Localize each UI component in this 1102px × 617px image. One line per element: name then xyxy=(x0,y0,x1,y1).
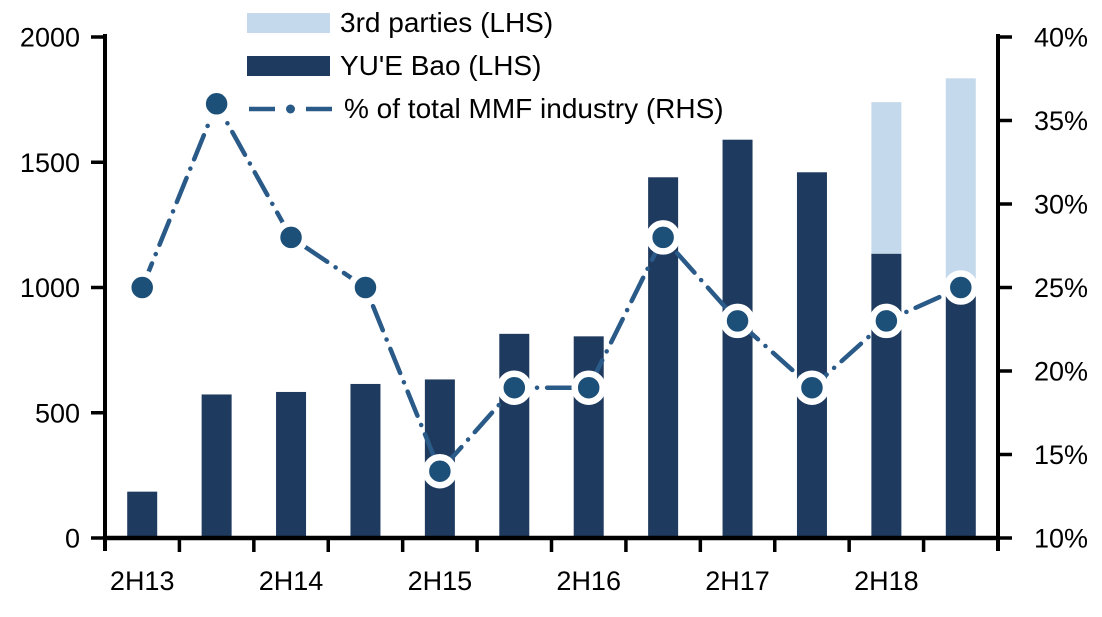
y-right-tick-label: 35% xyxy=(1034,106,1088,136)
bars-group xyxy=(127,78,976,538)
legend-swatch-3rd-parties-icon xyxy=(247,12,330,33)
line-marker xyxy=(794,370,830,405)
y-left-tick-label: 2000 xyxy=(20,23,80,53)
y-left-tick-label: 500 xyxy=(35,398,80,428)
x-tick-label: 2H15 xyxy=(408,566,473,596)
y-right-tick-label: 10% xyxy=(1034,524,1088,554)
x-tick-label: 2H18 xyxy=(854,566,919,596)
chart-legend: 3rd parties (LHS) YU'E Bao (LHS) % of to… xyxy=(247,1,724,130)
y-left-tick-label: 0 xyxy=(65,524,80,554)
axis-labels-group: 0 500 1000 1500 2000 10% 15% 20% 25% 30% 35% 40% 2H1… xyxy=(20,23,1088,597)
x-tick-label: 2H16 xyxy=(556,566,621,596)
line-marker xyxy=(943,270,979,305)
line-marker xyxy=(199,86,234,122)
bar-yue-bao xyxy=(201,394,232,538)
y-right-tick-label: 25% xyxy=(1034,273,1088,303)
line-marker xyxy=(124,270,160,305)
x-tick-label: 2H13 xyxy=(110,566,175,596)
y-right-tick-label: 15% xyxy=(1034,440,1088,470)
line-marker xyxy=(645,220,681,255)
line-marker xyxy=(273,220,309,255)
markers-group xyxy=(124,86,979,489)
axes-group xyxy=(91,34,1012,552)
line-marker xyxy=(348,270,383,305)
bar-3rd-parties xyxy=(945,78,976,287)
bar-3rd-parties xyxy=(871,102,902,254)
bar-yue-bao xyxy=(276,391,307,538)
pct-line xyxy=(139,101,964,474)
legend-item-3rd-parties: 3rd parties (LHS) xyxy=(247,1,724,44)
bar-yue-bao xyxy=(350,383,381,538)
x-tick-label: 2H14 xyxy=(259,566,324,596)
legend-label-3rd-parties: 3rd parties (LHS) xyxy=(340,6,554,38)
line-marker xyxy=(720,303,755,339)
legend-label-yue-bao: YU'E Bao (LHS) xyxy=(340,49,542,81)
legend-item-pct-line: % of total MMF industry (RHS) xyxy=(247,87,724,130)
legend-label-pct-line: % of total MMF industry (RHS) xyxy=(344,92,724,124)
legend-swatch-yue-bao-icon xyxy=(247,55,330,76)
y-right-tick-label: 20% xyxy=(1034,357,1088,387)
y-left-tick-label: 1000 xyxy=(20,273,80,303)
line-marker xyxy=(497,370,532,405)
line-group xyxy=(139,101,964,474)
bar-yue-bao xyxy=(796,172,827,538)
legend-item-yue-bao: YU'E Bao (LHS) xyxy=(247,44,724,87)
bar-yue-bao xyxy=(127,491,158,538)
bar-yue-bao xyxy=(722,139,753,538)
legend-dash-dot-line-icon xyxy=(249,104,332,113)
bar-yue-bao xyxy=(499,333,530,538)
x-tick-label: 2H17 xyxy=(705,566,770,596)
line-marker xyxy=(422,453,458,489)
line-marker xyxy=(869,303,904,339)
y-left-tick-label: 1500 xyxy=(20,148,80,178)
line-marker xyxy=(571,370,606,405)
bar-yue-bao xyxy=(871,253,902,538)
bar-yue-bao xyxy=(945,286,976,538)
y-right-tick-label: 30% xyxy=(1034,190,1088,220)
y-right-tick-label: 40% xyxy=(1034,23,1088,53)
